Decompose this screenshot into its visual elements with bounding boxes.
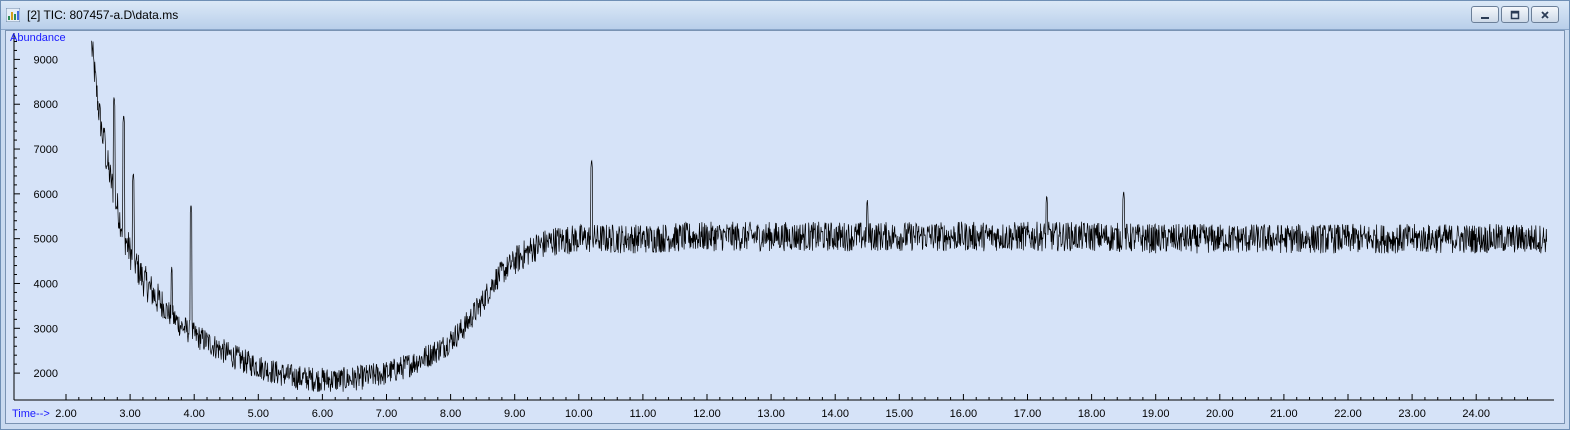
x-tick-label: 5.00 [248,408,269,420]
x-tick-label: 2.00 [55,408,76,420]
trace-group [91,40,1548,392]
x-tick-label: 19.00 [1142,408,1170,420]
x-tick-label: 11.00 [630,408,657,420]
x-tick-label: 23.00 [1398,408,1426,420]
x-tick-label: 24.00 [1462,408,1490,420]
restore-button[interactable] [1501,6,1529,23]
y-ticks: 2000 3000 4000 5000 6000 7000 8000 9000 [14,40,58,380]
x-tick-label: 22.00 [1334,408,1362,420]
plot-area[interactable]: Abundance Time--> 2000 3000 4000 5000 6000 70… [5,30,1565,424]
y-tick-label: 9000 [34,54,58,66]
minimize-button[interactable] [1471,6,1499,23]
x-tick-label: 7.00 [376,408,397,420]
x-tick-label: 14.00 [821,408,849,420]
y-tick-label: 3000 [34,323,58,335]
restore-icon [1510,10,1520,19]
y-tick-label: 6000 [34,189,58,201]
x-tick-label: 10.00 [565,408,593,420]
minimize-icon [1481,16,1489,19]
close-icon [1541,10,1549,19]
y-axis-label: Abundance [10,32,66,44]
x-tick-label: 17.00 [1014,408,1042,420]
x-tick-label: 9.00 [504,408,525,420]
close-button[interactable] [1531,6,1559,23]
x-tick-label: 15.00 [886,408,914,420]
x-ticks: 2.00 3.00 4.00 5.00 6.00 7.00 8.00 9.00 10.00 11.… [55,394,1528,420]
x-tick-label: 21.00 [1270,408,1298,420]
y-tick-label: 2000 [34,368,58,380]
window-title: [2] TIC: 807457-a.D\data.ms [27,8,179,22]
y-tick-label: 4000 [34,278,58,290]
x-tick-label: 18.00 [1078,408,1106,420]
y-tick-label: 8000 [34,99,58,111]
window-controls [1471,6,1559,24]
x-tick-label: 6.00 [312,408,333,420]
x-axis-label: Time--> [12,408,50,420]
x-tick-label: 4.00 [183,408,204,420]
tic-trace [91,40,1548,392]
y-tick-label: 7000 [34,144,58,156]
title-bar[interactable]: [2] TIC: 807457-a.D\data.ms [1,1,1569,30]
x-tick-label: 13.00 [757,408,785,420]
x-tick-label: 8.00 [440,408,461,420]
x-tick-label: 3.00 [119,408,140,420]
chromatogram-app-icon [6,8,20,22]
x-tick-label: 20.00 [1206,408,1234,420]
tic-chromatogram-chart[interactable]: Abundance Time--> 2000 3000 4000 5000 6000 70… [6,31,1564,423]
y-tick-label: 5000 [34,234,58,246]
x-tick-label: 16.00 [950,408,978,420]
x-tick-label: 12.00 [693,408,721,420]
